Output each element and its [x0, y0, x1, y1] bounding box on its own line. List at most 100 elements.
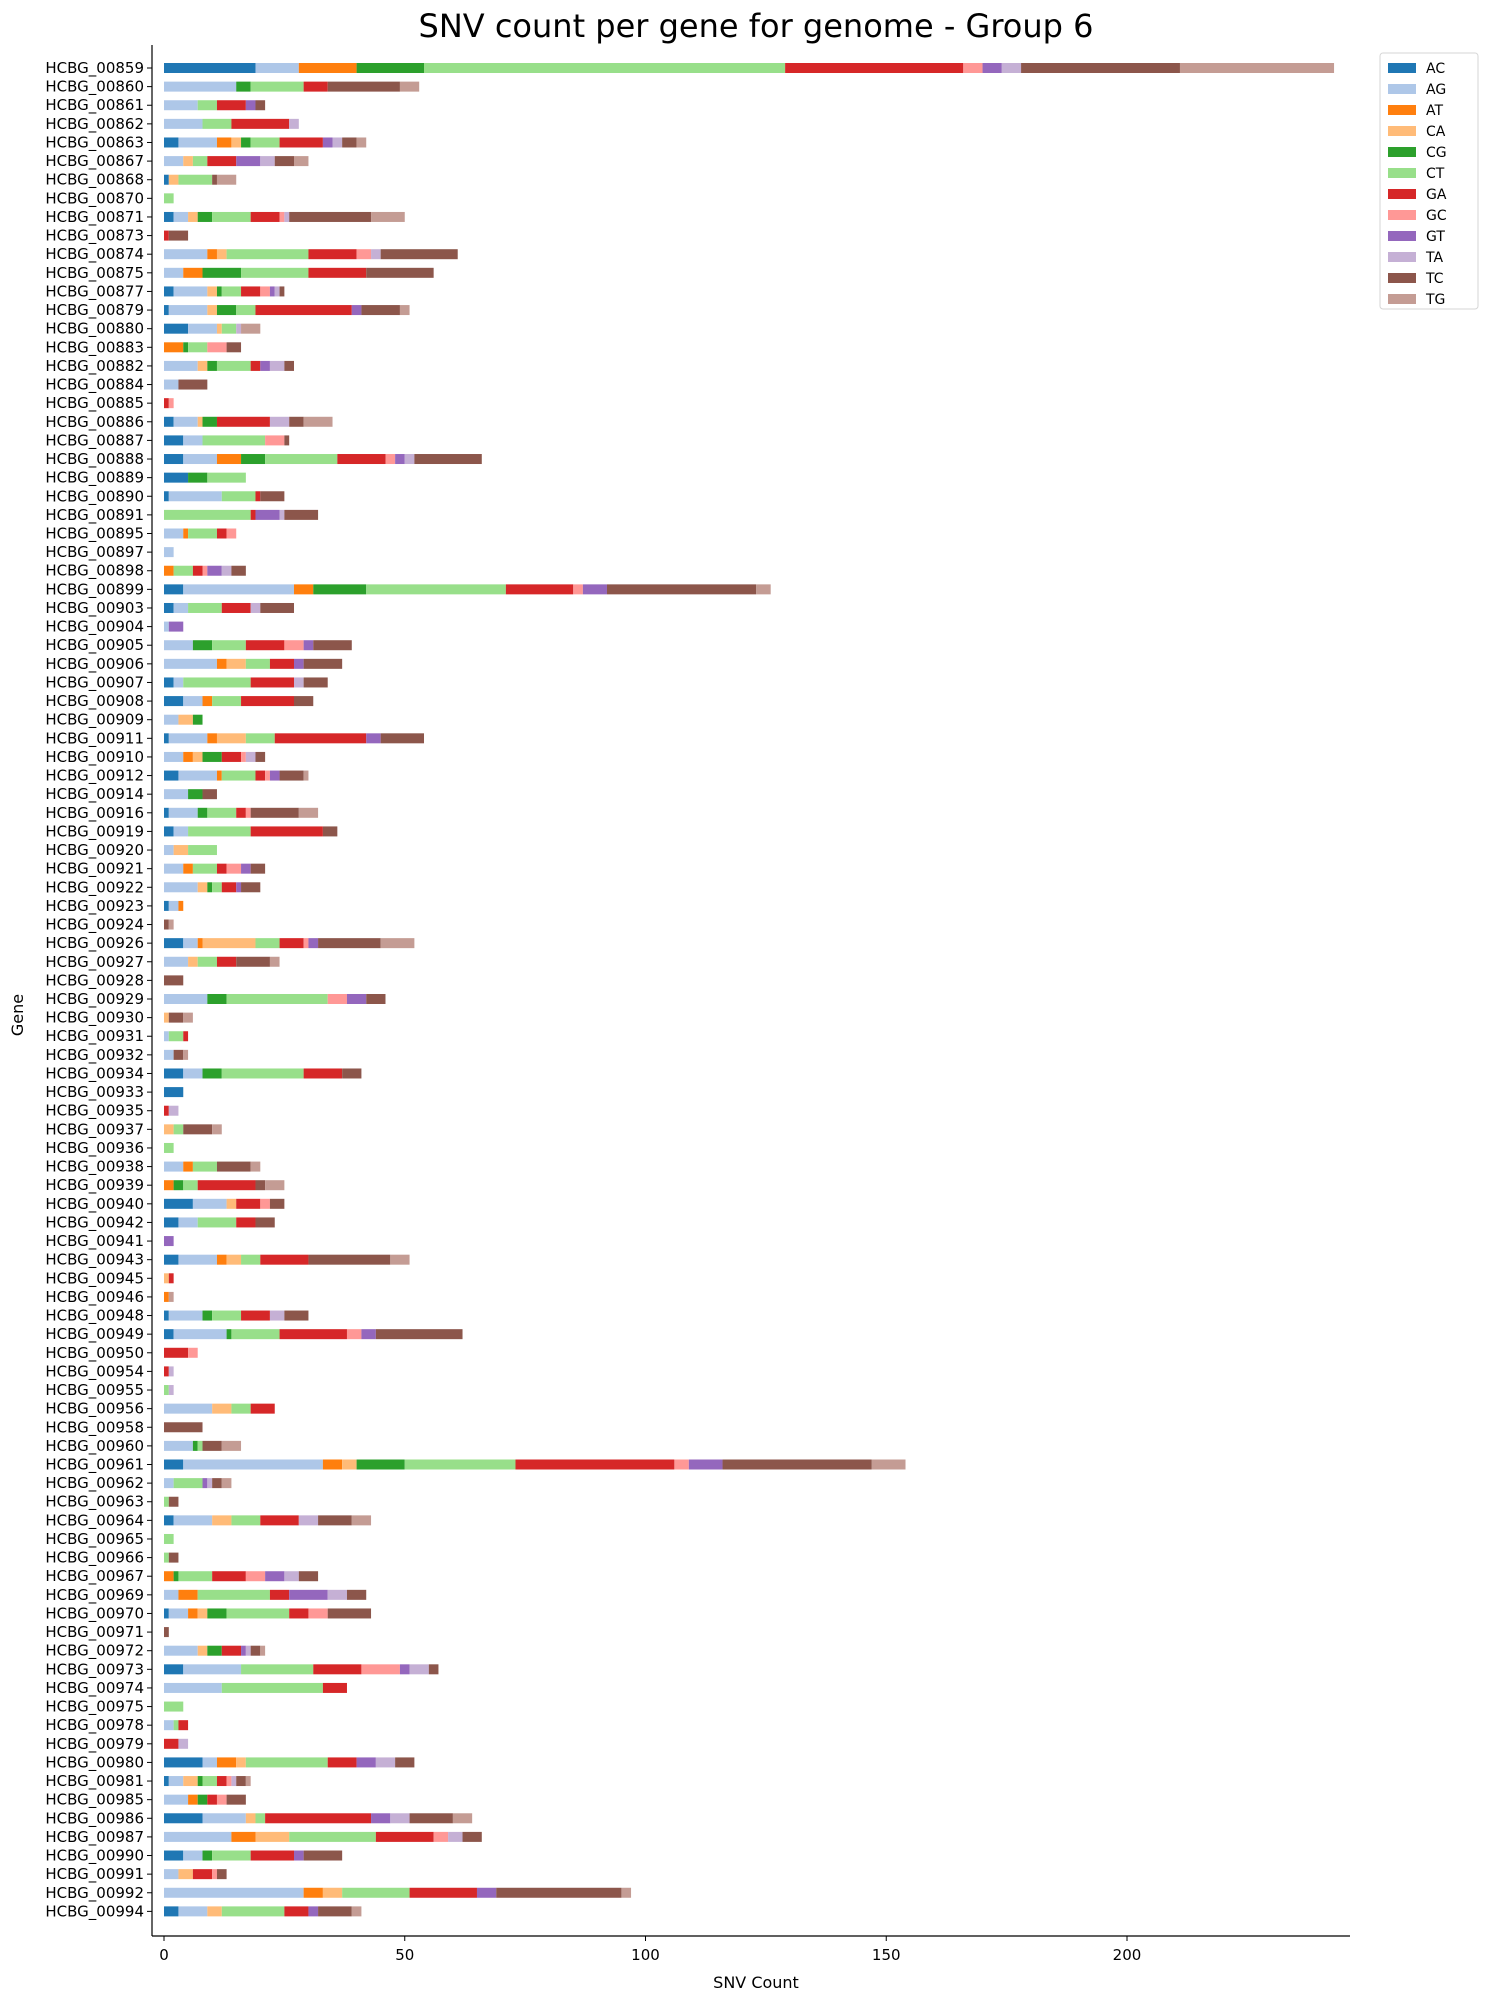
bar-segment-gc: [356, 249, 372, 260]
bar-segment-at: [183, 267, 203, 278]
bar-segment-cg: [192, 640, 213, 651]
bar-segment-ct: [192, 1161, 217, 1172]
y-tick-label: HCBG_00903: [45, 599, 144, 618]
bar-segment-ga: [250, 1850, 295, 1861]
bar-segment-ca: [178, 714, 193, 725]
bar-segment-ga: [274, 733, 367, 744]
bar-segment-ag: [164, 249, 208, 260]
bar-segment-ag: [164, 156, 184, 167]
bar-segment-ac: [164, 1087, 184, 1098]
bar-segment-ag: [183, 696, 203, 707]
bar-segment-tg: [621, 1887, 632, 1898]
bar-segment-ct: [197, 1440, 203, 1451]
bar-segment-cg: [241, 137, 251, 148]
bar-segment-gc: [573, 584, 583, 595]
y-tick-label: HCBG_00880: [45, 320, 144, 339]
y-tick-label: HCBG_00966: [45, 1549, 144, 1568]
y-tick-label: HCBG_00928: [45, 971, 144, 990]
bar-segment-at: [216, 770, 222, 781]
bar-segment-cg: [207, 994, 227, 1004]
y-tick-label: HCBG_00895: [45, 525, 144, 544]
bar-segment-ct: [197, 1589, 270, 1600]
bar-segment-gc: [216, 1794, 227, 1805]
bar-segment-ag: [164, 528, 184, 539]
bar-segment-cg: [202, 1850, 213, 1861]
bar-segment-gt: [303, 640, 314, 651]
bar-segment-gc: [241, 751, 246, 762]
bar-segment-ct: [164, 509, 251, 520]
bar-segment-tg: [351, 1515, 372, 1526]
y-tick-label: HCBG_00975: [45, 1698, 144, 1717]
y-tick-label: HCBG_00931: [45, 1027, 144, 1046]
bar-segment-ag: [164, 547, 174, 558]
bar-segment-tc: [318, 938, 381, 949]
bar-segment-ga: [313, 1664, 362, 1675]
bar-segment-ag: [164, 1831, 232, 1842]
bar-segment-ac: [164, 1310, 169, 1321]
bar-segment-ct: [241, 267, 309, 278]
bar-segment-ag: [178, 1254, 217, 1265]
bar-segment-gt: [982, 63, 1002, 73]
bar-segment-gt: [395, 454, 405, 465]
bar-segment-ta: [269, 1310, 285, 1321]
bar-segment-ga: [279, 938, 304, 949]
bar-segment-ca: [207, 1906, 222, 1917]
bar-segment-gt: [168, 621, 184, 632]
bar-segment-tc: [255, 1180, 266, 1191]
y-tick-label: HCBG_00942: [45, 1213, 144, 1232]
y-tick-label: HCBG_00963: [45, 1493, 144, 1512]
bar-segment-ca: [197, 1608, 208, 1619]
bar-segment-tc: [269, 1198, 285, 1209]
y-tick-label: HCBG_00907: [45, 673, 144, 692]
bar-segment-ag: [168, 1608, 189, 1619]
legend-frame: [1379, 52, 1479, 310]
bar-segment-ct: [178, 174, 213, 185]
bar-segment-ct: [183, 1180, 198, 1191]
bar-segment-tc: [462, 1831, 482, 1842]
y-tick-label: HCBG_00992: [45, 1884, 144, 1903]
bar-segment-ga: [197, 1180, 256, 1191]
bar-segment-ga: [216, 1776, 227, 1787]
bar-segment-tc: [212, 1478, 222, 1489]
bar-segment-ag: [183, 584, 295, 595]
bar-segment-ct: [250, 81, 304, 92]
bar-segment-ac: [164, 938, 184, 949]
legend-label-ta: TA: [1425, 250, 1443, 266]
bar-segment-ag: [164, 100, 198, 111]
bar-segment-tc: [303, 658, 343, 669]
bar-segment-ac: [164, 491, 169, 502]
bar-segment-ct: [173, 1720, 179, 1731]
bar-segment-ca: [216, 323, 222, 334]
bar-segment-ct: [216, 360, 251, 371]
bar-segment-ca: [236, 1757, 246, 1768]
bar-segment-ag: [164, 360, 198, 371]
bar-segment-cg: [202, 751, 222, 762]
bar-segment-ga: [279, 1329, 347, 1340]
bar-segment-ca: [342, 1459, 357, 1470]
bar-segment-ct: [164, 1385, 169, 1396]
bar-segment-ac: [164, 416, 174, 427]
bar-segment-ta: [269, 416, 290, 427]
bar-segment-ga: [308, 267, 367, 278]
bar-segment-ta: [294, 677, 304, 688]
bar-segment-gc: [279, 211, 285, 222]
y-tick-label: HCBG_00934: [45, 1064, 144, 1083]
bar-segment-ac: [164, 1329, 174, 1340]
bar-segment-gt: [164, 1236, 174, 1247]
bar-segment-ag: [202, 1813, 246, 1824]
bar-segment-ag: [164, 1031, 169, 1042]
bar-segment-gc: [265, 435, 285, 446]
bar-segment-tc: [164, 975, 184, 986]
bar-segment-ct: [245, 733, 275, 744]
y-axis-label: Gene: [8, 994, 27, 1036]
bar-segment-ct: [366, 584, 506, 595]
bar-segment-at: [216, 454, 242, 465]
bar-segment-ca: [164, 1273, 169, 1284]
bar-segment-tg: [390, 1254, 410, 1265]
bar-segment-ta: [279, 509, 285, 520]
bar-segment-tg: [168, 1291, 174, 1302]
bar-segment-cg: [202, 1068, 222, 1079]
bar-segment-ta: [332, 137, 343, 148]
bar-segment-tc: [308, 1254, 391, 1265]
bar-segment-ga: [250, 677, 295, 688]
